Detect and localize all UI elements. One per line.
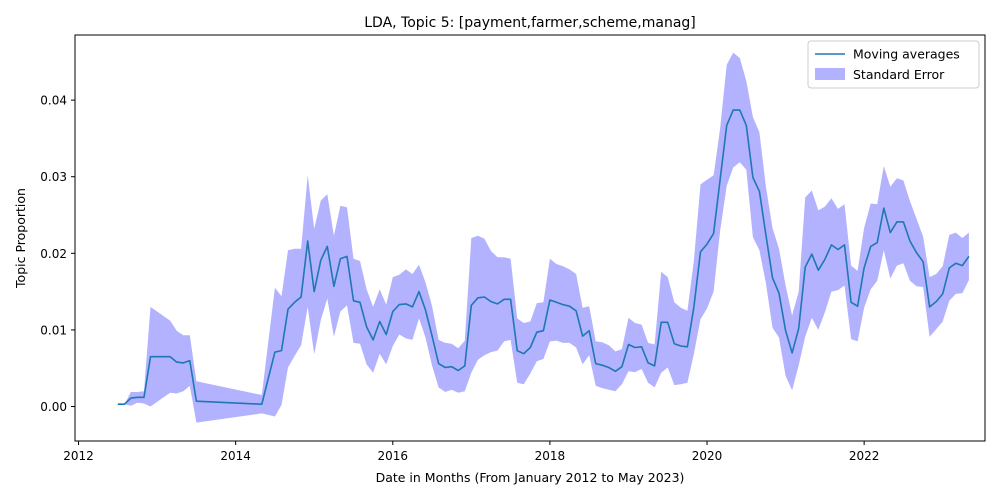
y-tick-label: 0.00: [40, 400, 67, 414]
legend-box: [807, 40, 980, 89]
plot-frame: [74, 34, 986, 442]
legend: Moving averages Standard Error: [807, 40, 980, 89]
chart-title: LDA, Topic 5: [payment,farmer,scheme,man…: [364, 15, 696, 31]
y-tick-label: 0.01: [40, 323, 67, 337]
x-tick-label: 2022: [849, 449, 880, 463]
standard-error-band: [117, 52, 969, 423]
x-tick-label: 2020: [692, 449, 723, 463]
y-tick-label: 0.03: [40, 170, 67, 184]
x-tick-label: 2018: [535, 449, 566, 463]
x-tick-label: 2016: [378, 449, 409, 463]
x-tick-label: 2014: [220, 449, 251, 463]
y-axis-label: Topic Proportion: [13, 188, 28, 289]
x-tick-label: 2012: [63, 449, 94, 463]
legend-band-swatch: [815, 68, 845, 80]
moving-average-line: [117, 109, 970, 406]
y-axis: 0.00 0.01 0.02 0.03 0.04: [40, 94, 75, 414]
x-axis-label: Date in Months (From January 2012 to May…: [376, 470, 685, 485]
y-tick-label: 0.04: [40, 94, 67, 108]
standard-error-band-layer: [117, 52, 969, 423]
x-axis: 2012 2014 2016 2018 2020 2022: [63, 441, 879, 463]
moving-average-line-layer: [117, 109, 970, 406]
legend-label-moving-averages: Moving averages: [853, 47, 960, 62]
y-tick-label: 0.02: [40, 247, 67, 261]
legend-label-standard-error: Standard Error: [853, 67, 945, 82]
